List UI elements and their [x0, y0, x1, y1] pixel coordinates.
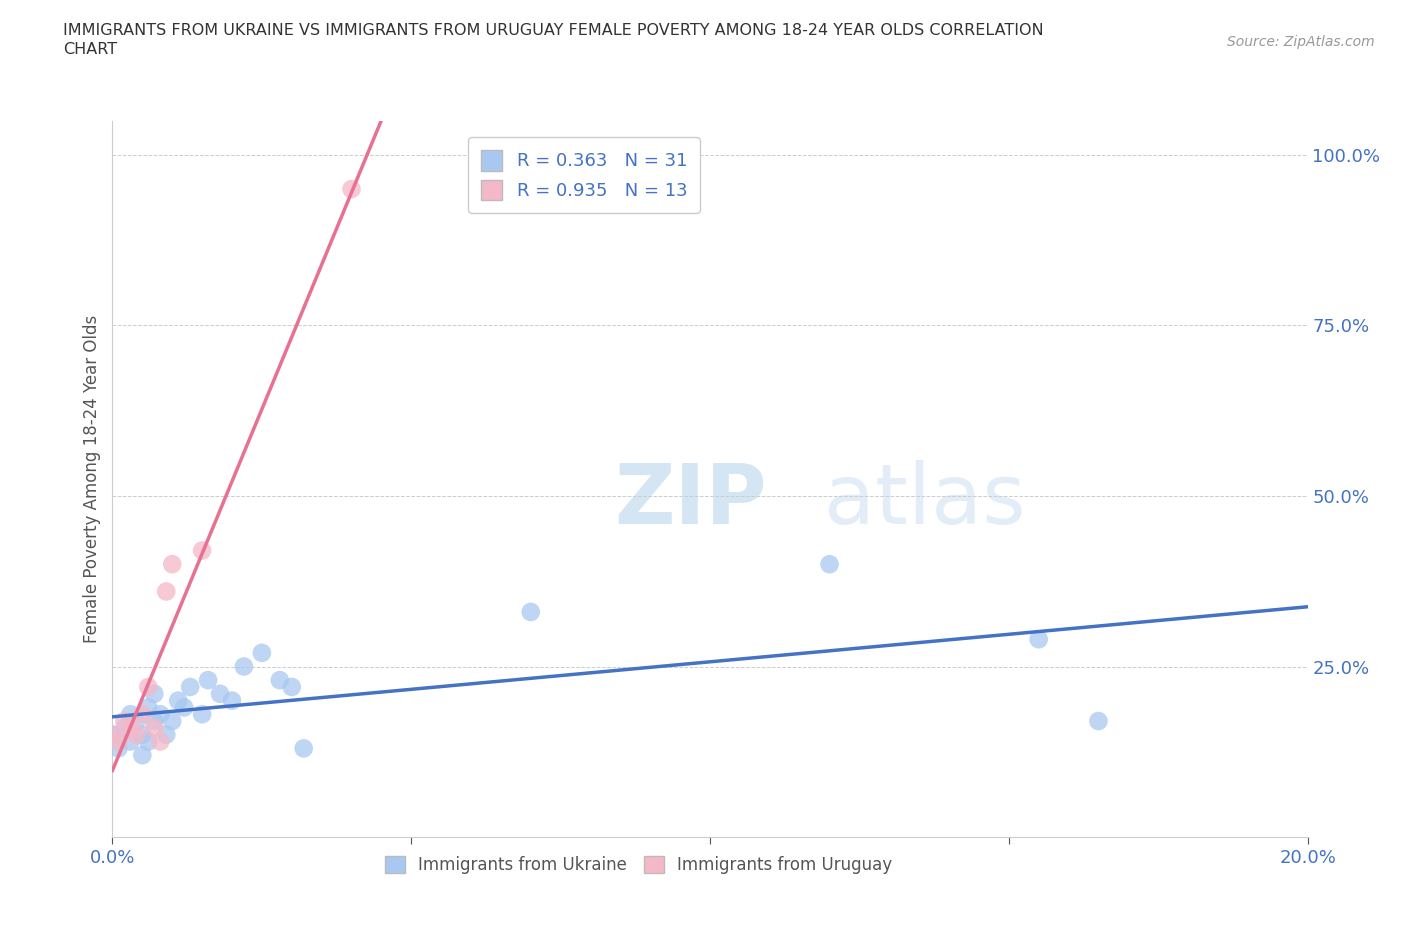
Legend: Immigrants from Ukraine, Immigrants from Uruguay: Immigrants from Ukraine, Immigrants from…	[377, 847, 900, 883]
Text: Source: ZipAtlas.com: Source: ZipAtlas.com	[1227, 35, 1375, 49]
Point	[143, 713, 166, 728]
Point	[107, 741, 129, 756]
Point	[138, 700, 160, 715]
Point	[114, 713, 135, 728]
Point	[107, 734, 129, 749]
Point	[125, 713, 148, 728]
Point	[131, 727, 153, 742]
Point	[173, 700, 195, 715]
Point	[131, 707, 153, 722]
Y-axis label: Female Poverty Among 18-24 Year Olds: Female Poverty Among 18-24 Year Olds	[83, 315, 101, 643]
Point	[340, 181, 363, 196]
Point	[191, 707, 214, 722]
Point	[120, 721, 142, 736]
Point	[292, 741, 315, 756]
Point	[120, 734, 142, 749]
Point	[125, 727, 148, 742]
Point	[250, 645, 273, 660]
Point	[138, 680, 160, 695]
Point	[155, 584, 177, 599]
Point	[101, 727, 124, 742]
Point	[155, 727, 177, 742]
Point	[162, 557, 183, 572]
Text: CHART: CHART	[63, 42, 117, 57]
Point	[233, 659, 256, 674]
Text: atlas: atlas	[824, 460, 1025, 541]
Point	[101, 727, 124, 742]
Point	[818, 557, 841, 572]
Point	[167, 693, 190, 708]
Point	[197, 672, 219, 687]
Point	[179, 680, 201, 695]
Point	[162, 713, 183, 728]
Point	[149, 734, 172, 749]
Point	[281, 680, 304, 695]
Text: ZIP: ZIP	[614, 460, 766, 541]
Text: IMMIGRANTS FROM UKRAINE VS IMMIGRANTS FROM URUGUAY FEMALE POVERTY AMONG 18-24 YE: IMMIGRANTS FROM UKRAINE VS IMMIGRANTS FR…	[63, 23, 1043, 38]
Point	[1087, 713, 1109, 728]
Point	[209, 686, 232, 701]
Point	[221, 693, 243, 708]
Point	[120, 707, 142, 722]
Point	[114, 721, 135, 736]
Point	[269, 672, 291, 687]
Point	[138, 734, 160, 749]
Point	[1028, 631, 1050, 646]
Point	[520, 604, 543, 619]
Point	[149, 707, 172, 722]
Point	[143, 721, 166, 736]
Point	[191, 543, 214, 558]
Point	[131, 748, 153, 763]
Point	[143, 686, 166, 701]
